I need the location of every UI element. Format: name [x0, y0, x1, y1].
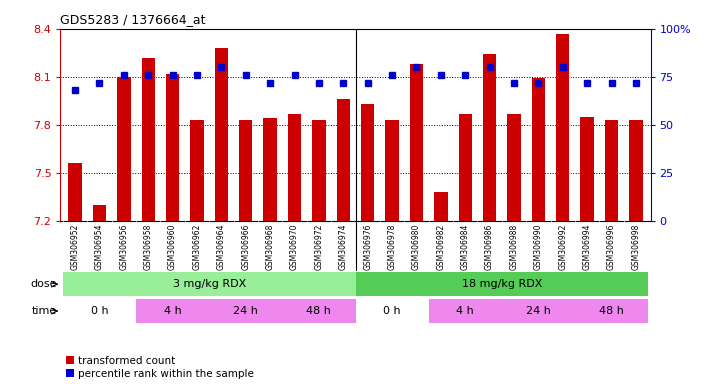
- Bar: [532, 78, 545, 221]
- Text: 0 h: 0 h: [90, 306, 108, 316]
- Bar: [215, 48, 228, 221]
- Bar: [68, 163, 82, 221]
- Bar: [361, 104, 375, 221]
- Text: GSM306974: GSM306974: [339, 223, 348, 270]
- Text: 48 h: 48 h: [306, 306, 331, 316]
- Bar: [136, 299, 209, 323]
- Text: GSM306958: GSM306958: [144, 223, 153, 270]
- Text: GSM306968: GSM306968: [266, 223, 274, 270]
- Bar: [434, 192, 447, 221]
- Text: 18 mg/kg RDX: 18 mg/kg RDX: [461, 279, 542, 289]
- Text: GSM306954: GSM306954: [95, 223, 104, 270]
- Bar: [508, 114, 520, 221]
- Text: 24 h: 24 h: [233, 306, 258, 316]
- Bar: [117, 77, 131, 221]
- Bar: [166, 74, 179, 221]
- Bar: [282, 299, 356, 323]
- Text: GSM306986: GSM306986: [485, 223, 494, 270]
- Bar: [410, 64, 423, 221]
- Text: GSM306960: GSM306960: [168, 223, 177, 270]
- Text: GSM306990: GSM306990: [534, 223, 543, 270]
- Text: GSM306970: GSM306970: [290, 223, 299, 270]
- Bar: [385, 120, 399, 221]
- Text: GSM306952: GSM306952: [70, 223, 80, 270]
- Text: GSM306972: GSM306972: [314, 223, 324, 270]
- Text: GSM306976: GSM306976: [363, 223, 372, 270]
- Bar: [288, 114, 301, 221]
- Text: GSM306966: GSM306966: [241, 223, 250, 270]
- Bar: [356, 272, 648, 296]
- Text: GSM306992: GSM306992: [558, 223, 567, 270]
- Text: GSM306962: GSM306962: [193, 223, 201, 270]
- Text: 24 h: 24 h: [526, 306, 551, 316]
- Text: GSM306988: GSM306988: [510, 223, 518, 270]
- Text: GSM306998: GSM306998: [631, 223, 641, 270]
- Text: 48 h: 48 h: [599, 306, 624, 316]
- Text: GSM306994: GSM306994: [582, 223, 592, 270]
- Bar: [191, 120, 203, 221]
- Text: dose: dose: [31, 279, 57, 289]
- Text: GSM306982: GSM306982: [437, 223, 445, 270]
- Text: 4 h: 4 h: [164, 306, 181, 316]
- Bar: [336, 99, 350, 221]
- Bar: [459, 114, 472, 221]
- Legend: transformed count, percentile rank within the sample: transformed count, percentile rank withi…: [65, 356, 254, 379]
- Bar: [575, 299, 648, 323]
- Text: time: time: [31, 306, 57, 316]
- Bar: [502, 299, 575, 323]
- Text: 3 mg/kg RDX: 3 mg/kg RDX: [173, 279, 246, 289]
- Bar: [264, 118, 277, 221]
- Text: GSM306984: GSM306984: [461, 223, 470, 270]
- Bar: [356, 299, 429, 323]
- Text: 0 h: 0 h: [383, 306, 401, 316]
- Bar: [556, 34, 570, 221]
- Bar: [629, 120, 643, 221]
- Bar: [483, 55, 496, 221]
- Bar: [239, 120, 252, 221]
- Bar: [580, 117, 594, 221]
- Bar: [429, 299, 502, 323]
- Text: GSM306978: GSM306978: [387, 223, 397, 270]
- Bar: [63, 272, 356, 296]
- Bar: [92, 205, 106, 221]
- Bar: [312, 120, 326, 221]
- Text: 4 h: 4 h: [456, 306, 474, 316]
- Text: GSM306956: GSM306956: [119, 223, 129, 270]
- Bar: [63, 299, 136, 323]
- Text: GSM306996: GSM306996: [607, 223, 616, 270]
- Bar: [141, 58, 155, 221]
- Text: GSM306980: GSM306980: [412, 223, 421, 270]
- Text: GDS5283 / 1376664_at: GDS5283 / 1376664_at: [60, 13, 206, 26]
- Bar: [605, 120, 619, 221]
- Bar: [209, 299, 282, 323]
- Text: GSM306964: GSM306964: [217, 223, 226, 270]
